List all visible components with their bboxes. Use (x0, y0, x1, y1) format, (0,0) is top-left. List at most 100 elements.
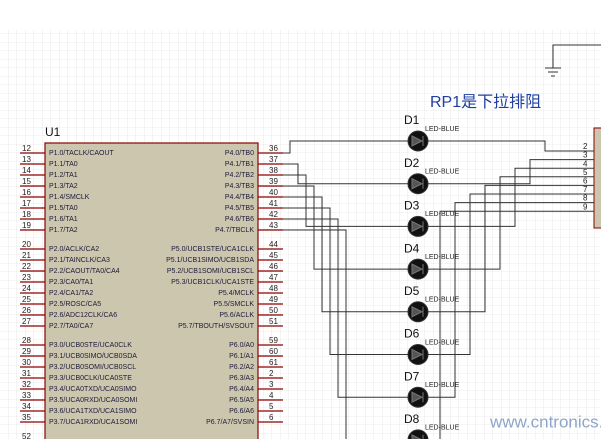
pin-number: 20 (22, 240, 31, 249)
pin-name: P5.2/UCB1SOMI/UCB1SCL (167, 268, 254, 275)
pin-number: 43 (269, 221, 278, 230)
resistor-pin: 3 (583, 151, 588, 160)
pin-name: P2.3/CA0/TA1 (49, 279, 93, 286)
pin-name: P3.1/UCB0SIMO/UCB0SDA (49, 353, 137, 360)
pin-number: 32 (22, 380, 31, 389)
pin-number: 26 (22, 306, 31, 315)
led-label: D5 (404, 284, 420, 298)
pin-number: 28 (22, 336, 31, 345)
wire (283, 163, 408, 185)
pin-number: 47 (269, 273, 278, 282)
resistor-pin: 9 (583, 202, 588, 211)
pin-name: P4.6/TB6 (225, 216, 254, 223)
wire (283, 196, 408, 313)
pin-number: 17 (22, 199, 31, 208)
pin-name: P6.2/A2 (229, 364, 254, 371)
chip-label: U1 (45, 125, 61, 139)
pin-number: 16 (22, 188, 31, 197)
wire (283, 185, 408, 270)
led-type: LED-BLUE (425, 382, 460, 389)
wire (283, 207, 408, 355)
pin-name: P2.0/ACLK/CA2 (49, 246, 99, 253)
led-type: LED-BLUE (425, 254, 460, 261)
pin-name: P4.2/TB2 (225, 172, 254, 179)
pin-name: P5.3/UCB1CLK/UCA1STE (171, 279, 254, 286)
pin-name: P1.1/TA0 (49, 161, 78, 168)
led-label: D8 (404, 412, 420, 426)
pin-name: P3.7/UCA1RXD/UCA1SOMI (49, 419, 137, 426)
led-symbol (411, 348, 424, 361)
wire (283, 174, 408, 227)
pin-name: P2.4/CA1/TA2 (49, 290, 93, 297)
pin-number: 19 (22, 221, 31, 230)
pin-number: 46 (269, 262, 278, 271)
wire (428, 184, 594, 313)
led-label: D3 (404, 199, 420, 213)
chip-body (44, 142, 259, 439)
wire (428, 193, 594, 355)
pin-name: P5.1/UCB1SIMO/UCB1SDA (166, 257, 254, 264)
pin-name: P1.4/SMCLK (49, 194, 90, 201)
pin-name: P2.1/TAINCLK/CA3 (49, 257, 110, 264)
pin-number: 60 (269, 347, 278, 356)
wire (428, 140, 594, 152)
pin-name: P2.7/TA0/CA7 (49, 323, 93, 330)
pin-number: 42 (269, 210, 278, 219)
pin-name: P5.0/UCB1STE/UCA1CLK (171, 246, 254, 253)
pin-number: 23 (22, 273, 31, 282)
resistor-body (593, 127, 601, 229)
pin-name: P4.7/TBCLK (215, 227, 254, 234)
pin-name: P6.3/A3 (229, 375, 254, 382)
pin-number: 12 (22, 144, 31, 153)
pin-number: 61 (269, 358, 278, 367)
pin-number: 21 (22, 251, 31, 260)
pin-number: 13 (22, 155, 31, 164)
pin-name: P6.5/A5 (229, 397, 254, 404)
pin-number: 3 (269, 380, 274, 389)
pin-name: P3.2/UCB0SOMI/UCB0SCL (49, 364, 136, 371)
resistor-pin: 5 (583, 168, 588, 177)
pin-number: 2 (269, 369, 274, 378)
led-symbol (411, 305, 424, 318)
led-type: LED-BLUE (425, 126, 460, 133)
pin-number: 15 (22, 177, 31, 186)
pin-name: P4.0/TB0 (225, 150, 254, 157)
pin-number: 48 (269, 284, 278, 293)
pin-number: 45 (269, 251, 278, 260)
wire (428, 159, 594, 185)
led-label: D2 (404, 156, 420, 170)
pin-name: P2.5/ROSC/CA5 (49, 301, 101, 308)
pin-name: P3.5/UCA0RXD/UCA0SOMI (49, 397, 137, 404)
pin-number: 14 (22, 166, 31, 175)
pin-name: P5.5/SMCLK (214, 301, 255, 308)
led-type: LED-BLUE (425, 339, 460, 346)
led-symbol (411, 263, 424, 275)
pin-number: 34 (22, 402, 31, 411)
led-label: D1 (404, 113, 420, 127)
pin-number: 33 (22, 391, 31, 400)
pin-name: P6.7/A7/SVSIN (206, 419, 254, 426)
pin-name: P5.6/ACLK (219, 312, 254, 319)
pin-name: P2.6/ADC12CLK/CA6 (49, 312, 117, 319)
led-label: D6 (404, 327, 420, 341)
pin-number: 44 (269, 240, 278, 249)
wire (428, 176, 594, 270)
led-symbol (411, 391, 424, 404)
ground-wire (552, 44, 601, 68)
pin-number: 59 (269, 336, 278, 345)
resistor-pin: 2 (583, 142, 588, 151)
watermark: www.cntronics.com (489, 412, 601, 431)
pin-number: 52 (22, 432, 31, 439)
annotation: RP1是下拉排阻 (430, 93, 541, 111)
led-symbol (411, 220, 424, 233)
pin-name: P3.6/UCA1TXD/UCA1SIMO (49, 408, 137, 415)
led-type: LED-BLUE (425, 211, 460, 218)
pin-name: P3.3/UCB0CLK/UCA0STE (49, 375, 132, 382)
wire (428, 202, 594, 398)
pin-number: 37 (269, 155, 278, 164)
resistor-pin: 7 (583, 185, 588, 194)
pin-name: P6.6/A6 (229, 408, 254, 415)
pin-name: P2.2/CAOUT/TA0/CA4 (49, 268, 120, 275)
